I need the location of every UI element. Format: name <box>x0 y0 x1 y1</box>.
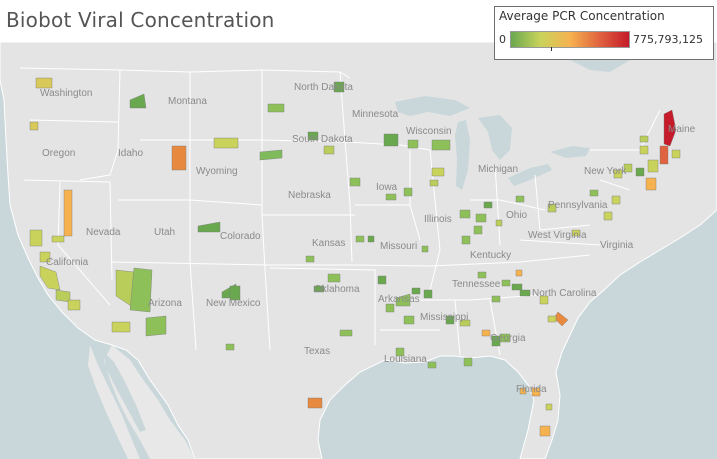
state-label: Oklahoma <box>314 284 360 295</box>
mexico-land <box>104 345 195 459</box>
state-label: North Carolina <box>532 288 597 299</box>
legend-tick-mark <box>551 47 552 51</box>
state-label: Kentucky <box>470 250 511 261</box>
state-label: Wyoming <box>196 166 238 177</box>
us-map: Washington Montana North Dakota Minnesot… <box>0 42 717 459</box>
map-canvas[interactable]: Washington Montana North Dakota Minnesot… <box>0 42 717 459</box>
state-label: New York <box>584 166 627 177</box>
lake-ontario <box>550 146 590 158</box>
lake-superior <box>395 96 470 116</box>
state-label: Wisconsin <box>406 126 452 137</box>
state-label: Nebraska <box>288 190 331 201</box>
county-regions[interactable] <box>29 77 681 437</box>
state-label: Georgia <box>490 333 526 344</box>
state-label: Kansas <box>312 238 345 249</box>
color-legend: Average PCR Concentration 0 775,793,125 <box>494 6 714 60</box>
state-label: Nevada <box>86 227 121 238</box>
state-label: Arkansas <box>378 294 420 305</box>
state-label: Colorado <box>220 231 261 242</box>
legend-max-label: 775,793,125 <box>633 33 703 46</box>
state-label: Michigan <box>478 164 518 175</box>
state-label: Montana <box>168 96 207 107</box>
lake-michigan <box>455 120 470 190</box>
baja-peninsula <box>88 345 140 459</box>
state-label: Mississippi <box>420 312 468 323</box>
state-label: Texas <box>304 346 330 357</box>
state-label: Minnesota <box>352 109 399 120</box>
state-label: New Mexico <box>206 298 261 309</box>
chart-title: Biobot Viral Concentration <box>6 8 275 32</box>
state-label: North Dakota <box>294 82 353 93</box>
state-label: Iowa <box>376 182 398 193</box>
state-label: Washington <box>40 88 92 99</box>
lake-huron <box>478 115 512 160</box>
legend-title: Average PCR Concentration <box>499 9 665 23</box>
legend-min-label: 0 <box>499 33 506 46</box>
state-label: Pennsylvania <box>548 200 608 211</box>
state-label: Louisiana <box>384 354 427 365</box>
state-label: Missouri <box>380 241 417 252</box>
state-label: South Dakota <box>292 134 353 145</box>
state-borders <box>19 67 661 356</box>
state-label: Utah <box>154 227 175 238</box>
gulf-of-california <box>104 352 146 432</box>
state-label: Ohio <box>506 210 528 221</box>
state-label: Oregon <box>42 148 75 159</box>
state-label: Illinois <box>424 214 452 225</box>
lake-erie <box>508 164 552 186</box>
state-label: California <box>46 257 89 268</box>
state-label: Florida <box>516 384 547 395</box>
state-label: Virginia <box>600 240 634 251</box>
state-label: West Virginia <box>528 230 587 241</box>
state-labels: Washington Montana North Dakota Minnesot… <box>40 82 696 395</box>
state-label: Idaho <box>118 148 143 159</box>
legend-gradient-bar <box>510 31 630 48</box>
state-label: Tennessee <box>452 279 501 290</box>
state-label: Arizona <box>148 298 182 309</box>
state-label: Maine <box>668 124 696 135</box>
